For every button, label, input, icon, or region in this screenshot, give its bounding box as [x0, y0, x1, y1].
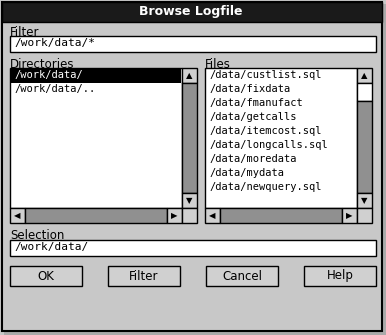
- Text: ▼: ▼: [361, 196, 368, 205]
- Text: ▼: ▼: [186, 196, 193, 205]
- Bar: [25, 208, 167, 223]
- Bar: [206, 266, 278, 286]
- Bar: [11, 69, 181, 83]
- Text: /work/data/*: /work/data/*: [14, 38, 95, 48]
- Bar: [357, 68, 372, 83]
- Text: /data/fmanufact: /data/fmanufact: [209, 98, 303, 108]
- Text: /work/data/: /work/data/: [14, 70, 83, 80]
- Bar: [342, 208, 357, 223]
- Bar: [10, 208, 25, 223]
- Bar: [182, 68, 197, 83]
- Bar: [182, 193, 197, 208]
- Bar: [357, 101, 372, 193]
- Text: Browse Logfile: Browse Logfile: [139, 5, 243, 18]
- Text: ▲: ▲: [361, 71, 368, 80]
- Text: Selection: Selection: [10, 229, 64, 242]
- Bar: [357, 83, 372, 101]
- Text: /work/data/: /work/data/: [14, 242, 88, 252]
- Text: /data/longcalls.sql: /data/longcalls.sql: [209, 140, 328, 150]
- Bar: [2, 2, 382, 22]
- Bar: [182, 208, 197, 223]
- Text: /data/mydata: /data/mydata: [209, 168, 284, 178]
- Bar: [304, 266, 376, 286]
- Text: Cancel: Cancel: [222, 269, 262, 282]
- Text: Help: Help: [327, 269, 354, 282]
- Text: /data/moredata: /data/moredata: [209, 154, 296, 164]
- Bar: [108, 266, 180, 286]
- Text: Filter: Filter: [129, 269, 159, 282]
- Text: Directories: Directories: [10, 58, 74, 71]
- Bar: [10, 240, 376, 256]
- Text: Files: Files: [205, 58, 231, 71]
- Text: ▲: ▲: [186, 71, 193, 80]
- Bar: [357, 193, 372, 208]
- Text: /data/custlist.sql: /data/custlist.sql: [209, 70, 322, 80]
- Text: /work/data/..: /work/data/..: [14, 84, 95, 94]
- Text: ◀: ◀: [14, 211, 21, 220]
- Text: /data/itemcost.sql: /data/itemcost.sql: [209, 126, 322, 136]
- Bar: [205, 208, 220, 223]
- Text: Filter: Filter: [10, 26, 39, 39]
- Bar: [182, 83, 197, 193]
- Text: OK: OK: [37, 269, 54, 282]
- Bar: [220, 208, 342, 223]
- Bar: [10, 266, 82, 286]
- Bar: [205, 68, 357, 208]
- Bar: [357, 208, 372, 223]
- Text: /data/fixdata: /data/fixdata: [209, 84, 290, 94]
- Text: ▶: ▶: [346, 211, 353, 220]
- Text: /data/newquery.sql: /data/newquery.sql: [209, 182, 322, 192]
- Text: ◀: ◀: [209, 211, 216, 220]
- Bar: [10, 68, 182, 208]
- Text: /data/getcalls: /data/getcalls: [209, 112, 296, 122]
- Text: ▶: ▶: [171, 211, 178, 220]
- Bar: [167, 208, 182, 223]
- Bar: [10, 36, 376, 52]
